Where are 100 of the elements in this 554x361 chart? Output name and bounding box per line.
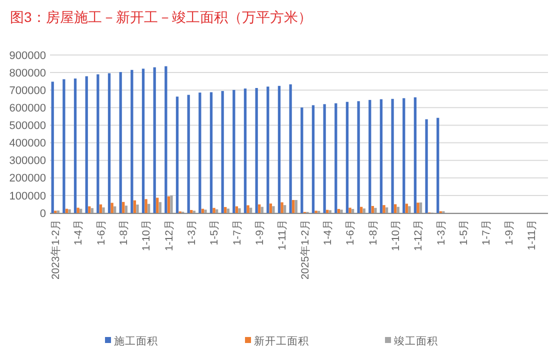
y-tick-label: 600000 bbox=[9, 102, 46, 115]
bar bbox=[96, 74, 100, 213]
bar bbox=[153, 67, 156, 213]
bar bbox=[334, 103, 338, 213]
bar bbox=[289, 84, 292, 213]
bar bbox=[226, 208, 230, 213]
bar bbox=[394, 204, 397, 213]
bar bbox=[292, 200, 295, 213]
bar bbox=[323, 104, 326, 213]
bar bbox=[357, 101, 360, 213]
bar bbox=[266, 86, 270, 213]
bar bbox=[158, 202, 162, 213]
bar bbox=[130, 70, 134, 213]
bar bbox=[255, 88, 258, 213]
x-tick-label: 1-6月 bbox=[344, 219, 357, 246]
x-tick-label: 1-9月 bbox=[254, 219, 266, 246]
bar bbox=[187, 94, 190, 213]
bar bbox=[374, 208, 377, 213]
x-tick-label: 1-8月 bbox=[367, 219, 380, 246]
bar bbox=[368, 100, 372, 213]
bar bbox=[283, 205, 286, 213]
bar bbox=[74, 78, 77, 213]
bar bbox=[326, 210, 329, 213]
bar bbox=[235, 206, 238, 213]
bar bbox=[210, 92, 213, 213]
bar bbox=[204, 210, 207, 213]
bar bbox=[346, 102, 349, 213]
legend-label: 竣工面积 bbox=[394, 334, 438, 348]
y-tick-label: 400000 bbox=[9, 138, 46, 150]
y-tick-label: 0 bbox=[40, 208, 46, 220]
bar bbox=[348, 208, 352, 213]
bar bbox=[144, 199, 148, 213]
bar bbox=[414, 97, 417, 213]
bar bbox=[232, 90, 236, 213]
bar bbox=[190, 210, 193, 213]
bar bbox=[405, 204, 408, 213]
bar bbox=[133, 200, 136, 213]
bar bbox=[419, 202, 422, 213]
x-tick-label: 2025年1-2月 bbox=[299, 219, 312, 280]
bar bbox=[340, 210, 343, 213]
bar bbox=[416, 202, 420, 213]
bar bbox=[391, 98, 394, 213]
bar bbox=[351, 208, 354, 213]
y-tick-label: 100000 bbox=[9, 190, 46, 202]
bar bbox=[380, 99, 383, 213]
bar bbox=[215, 209, 218, 213]
bar bbox=[99, 204, 102, 213]
x-tick-label: 1-12月 bbox=[412, 219, 425, 252]
bar bbox=[62, 79, 66, 213]
bar bbox=[90, 208, 94, 213]
chart-title: 图3：房屋施工－新开工－竣工面积（万平方米） bbox=[10, 9, 312, 25]
bar bbox=[294, 200, 298, 213]
bar bbox=[312, 105, 315, 213]
x-tick-label: 2023年1-2月 bbox=[50, 219, 62, 280]
x-tick-label: 1-4月 bbox=[72, 219, 85, 246]
x-tick-label: 1-6月 bbox=[95, 219, 108, 246]
bar bbox=[85, 76, 88, 213]
y-tick-label: 200000 bbox=[9, 172, 46, 185]
bar bbox=[176, 96, 179, 213]
bar bbox=[108, 73, 111, 213]
x-tick-label: 1-4月 bbox=[322, 219, 334, 246]
bar bbox=[371, 206, 374, 213]
y-tick-label: 800000 bbox=[9, 67, 46, 80]
bar bbox=[238, 208, 241, 213]
x-tick-label: 1-11月 bbox=[276, 219, 289, 250]
bar bbox=[102, 207, 105, 213]
x-tick-label: 1-12月 bbox=[163, 219, 176, 252]
bar bbox=[76, 208, 80, 213]
bar bbox=[212, 208, 216, 213]
bar bbox=[382, 205, 386, 213]
bar bbox=[51, 82, 54, 213]
bar bbox=[269, 204, 272, 213]
bar bbox=[136, 204, 139, 213]
bar bbox=[170, 195, 173, 213]
bar bbox=[68, 209, 71, 213]
x-tick-label: 1-11月 bbox=[526, 219, 538, 250]
bar bbox=[246, 205, 250, 213]
bar bbox=[167, 196, 170, 213]
bar bbox=[122, 202, 125, 213]
bar bbox=[114, 206, 116, 213]
bar bbox=[396, 206, 400, 213]
x-tick-label: 1-3月 bbox=[435, 219, 448, 246]
bar bbox=[436, 118, 440, 213]
bar bbox=[124, 206, 128, 213]
bar bbox=[337, 208, 340, 213]
x-tick-label: 1-3月 bbox=[186, 219, 198, 246]
y-tick-label: 500000 bbox=[9, 120, 46, 132]
y-tick-label: 700000 bbox=[9, 84, 46, 97]
bar bbox=[258, 204, 261, 213]
bar bbox=[198, 92, 202, 213]
bar bbox=[280, 202, 284, 213]
x-tick-label: 1-10月 bbox=[390, 219, 402, 252]
bar bbox=[156, 198, 159, 213]
y-tick-label: 900000 bbox=[9, 50, 46, 62]
bar bbox=[328, 210, 332, 213]
bar bbox=[164, 66, 168, 213]
bar bbox=[249, 208, 252, 213]
y-tick-label: 300000 bbox=[9, 155, 46, 168]
bar bbox=[300, 107, 304, 213]
bar bbox=[260, 206, 264, 213]
